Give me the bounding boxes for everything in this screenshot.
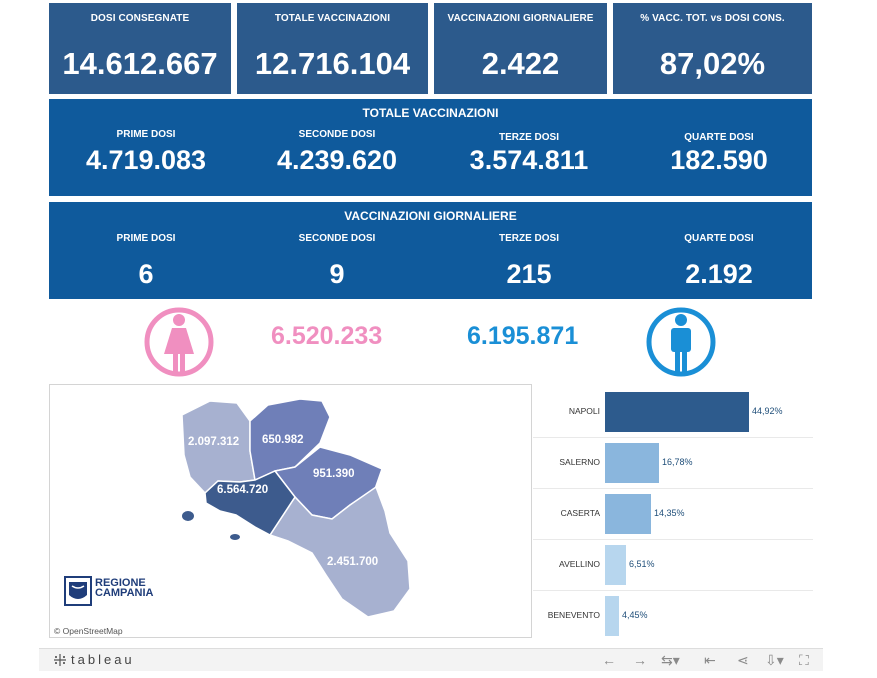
bar-caserta[interactable] xyxy=(605,494,651,534)
dose-value: 4.719.083 xyxy=(85,145,207,175)
bar-category-label: CASERTA xyxy=(560,508,600,518)
dose-value: 215 xyxy=(506,259,552,289)
kpi-value: 2.422 xyxy=(481,46,560,81)
bar-row-salerno[interactable]: SALERNO 16,78% xyxy=(533,443,833,483)
kpi-label: % VACC. TOT. vs DOSI CONS. xyxy=(640,13,785,24)
bar-category-label: SALERNO xyxy=(559,457,600,467)
kpi-value: 12.716.104 xyxy=(254,46,411,81)
bar-value-label: 16,78% xyxy=(662,457,693,467)
bar-separator xyxy=(533,590,813,591)
kpi-dosi-consegnate: DOSI CONSEGNATE 14.612.667 xyxy=(49,3,231,94)
bar-row-napoli[interactable]: NAPOLI 44,92% xyxy=(533,392,833,432)
dose-label: PRIME DOSI xyxy=(116,129,176,140)
regione-campania-logo xyxy=(64,576,92,606)
dose-value: 6 xyxy=(138,259,154,289)
bar-salerno[interactable] xyxy=(605,443,659,483)
dose-label: QUARTE DOSI xyxy=(684,132,754,143)
kpi-value: 14.612.667 xyxy=(62,46,218,81)
female-vaccinated-count: 6.520.233 xyxy=(271,322,383,350)
dose-label: SECONDE DOSI xyxy=(298,129,376,140)
kpi-label: DOSI CONSEGNATE xyxy=(90,13,190,24)
totale-prime-dosi: PRIME DOSI 4.719.083 xyxy=(51,129,241,176)
map-label-benevento: 650.982 xyxy=(262,434,304,446)
bar-napoli[interactable] xyxy=(605,392,749,432)
undo-icon[interactable]: ← xyxy=(602,652,616,668)
kpi-totale-vaccinazioni: TOTALE VACCINAZIONI 12.716.104 xyxy=(237,3,428,94)
province-salerno xyxy=(268,485,411,618)
female-person-icon xyxy=(144,307,214,377)
bar-row-benevento[interactable]: BENEVENTO 4,45% xyxy=(533,596,833,636)
giornaliere-terze-dosi: TERZE DOSI 215 xyxy=(434,233,624,290)
bar-category-label: NAPOLI xyxy=(568,406,600,416)
campania-map[interactable]: 2.097.312 650.982 951.390 6.564.720 2.45… xyxy=(49,384,532,638)
dose-value: 4.239.620 xyxy=(276,145,398,175)
kpi-value: 87,02% xyxy=(659,46,766,81)
totale-quarte-dosi: QUARTE DOSI 182.590 xyxy=(624,132,814,176)
dose-label: SECONDE DOSI xyxy=(298,233,376,244)
reset-icon[interactable]: ⇤ xyxy=(704,652,716,668)
bar-benevento[interactable] xyxy=(605,596,619,636)
bar-value-label: 6,51% xyxy=(629,559,655,569)
dose-value: 182.590 xyxy=(670,145,768,175)
giornaliere-quarte-dosi: QUARTE DOSI 2.192 xyxy=(624,233,814,290)
giornaliere-prime-dosi: PRIME DOSI 6 xyxy=(51,233,241,290)
male-person-icon xyxy=(646,307,716,377)
logo-text-campania: CAMPANIA xyxy=(95,587,154,599)
kpi-label: VACCINAZIONI GIORNALIERE xyxy=(447,13,594,24)
province-napoli xyxy=(204,470,296,536)
tableau-logo-icon xyxy=(54,654,66,666)
dose-label: TERZE DOSI xyxy=(498,132,559,143)
dose-value: 2.192 xyxy=(685,259,753,289)
kpi-percent-vaccinazioni: % VACC. TOT. vs DOSI CONS. 87,02% xyxy=(613,3,812,94)
panel-title: VACCINAZIONI GIORNALIERE xyxy=(344,209,517,223)
kpi-label: TOTALE VACCINAZIONI xyxy=(274,13,391,24)
share-icon[interactable]: ⋖ xyxy=(737,652,749,668)
bar-category-label: BENEVENTO xyxy=(547,610,600,620)
totale-seconde-dosi: SECONDE DOSI 4.239.620 xyxy=(242,129,432,176)
giornaliere-seconde-dosi: SECONDE DOSI 9 xyxy=(242,233,432,290)
kpi-vaccinazioni-giornaliere: VACCINAZIONI GIORNALIERE 2.422 xyxy=(434,3,607,94)
totale-terze-dosi: TERZE DOSI 3.574.811 xyxy=(434,132,624,176)
logo-text-regione: REGIONE xyxy=(95,577,146,589)
tableau-brand[interactable]: tableau xyxy=(71,652,135,667)
map-attribution[interactable]: © OpenStreetMap xyxy=(54,626,123,636)
island-ischia xyxy=(182,511,194,521)
redo-icon[interactable]: → xyxy=(633,652,647,668)
fullscreen-icon[interactable]: ⛶ xyxy=(799,652,809,668)
bar-avellino[interactable] xyxy=(605,545,626,585)
island-capri xyxy=(230,534,240,540)
bar-category-label: AVELLINO xyxy=(559,559,600,569)
revert-icon[interactable]: ⇆▾ xyxy=(661,652,680,668)
tableau-toolbar: tableau ← → ⇆▾ ⇤ ⋖ ⇩▾ ⛶ xyxy=(39,648,823,671)
map-label-napoli: 6.564.720 xyxy=(217,484,269,496)
totale-vaccinazioni-panel: TOTALE VACCINAZIONI PRIME DOSI 4.719.083… xyxy=(49,99,812,196)
bar-separator xyxy=(533,539,813,540)
male-vaccinated-count: 6.195.871 xyxy=(467,322,579,350)
map-label-caserta: 2.097.312 xyxy=(188,436,240,448)
bar-value-label: 44,92% xyxy=(752,406,783,416)
dose-label: QUARTE DOSI xyxy=(684,233,754,244)
map-label-avellino: 951.390 xyxy=(313,468,355,480)
bar-row-avellino[interactable]: AVELLINO 6,51% xyxy=(533,545,833,585)
map-label-salerno: 2.451.700 xyxy=(327,556,379,568)
bar-value-label: 14,35% xyxy=(654,508,685,518)
bar-separator xyxy=(533,488,813,489)
province-benevento xyxy=(249,398,331,482)
dose-label: PRIME DOSI xyxy=(116,233,176,244)
panel-title: TOTALE VACCINAZIONI xyxy=(362,106,499,120)
dose-value: 9 xyxy=(329,259,345,289)
dose-label: TERZE DOSI xyxy=(498,233,559,244)
bar-row-caserta[interactable]: CASERTA 14,35% xyxy=(533,494,833,534)
bar-value-label: 4,45% xyxy=(622,610,648,620)
map-regions xyxy=(181,398,411,618)
bar-separator xyxy=(533,437,813,438)
dose-value: 3.574.811 xyxy=(469,145,589,175)
download-icon[interactable]: ⇩▾ xyxy=(765,652,784,668)
vaccinazioni-giornaliere-panel: VACCINAZIONI GIORNALIERE PRIME DOSI 6 SE… xyxy=(49,202,812,299)
